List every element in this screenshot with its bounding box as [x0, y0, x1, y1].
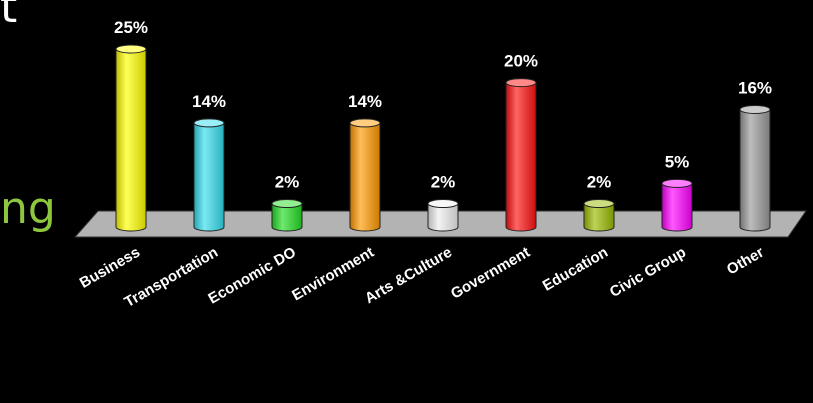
- bar-business: [115, 44, 147, 232]
- data-labels-group: 25% 14% 2% 14% 2% 20% 2% 5% 16%: [114, 18, 772, 192]
- category-label: Education: [540, 244, 611, 295]
- bar-government: [505, 78, 537, 232]
- category-label: Arts &Culture: [362, 244, 455, 307]
- bar-transportation: [193, 118, 225, 232]
- bar-civic-group: [661, 178, 693, 232]
- category-label: Business: [77, 244, 143, 292]
- slide-subtitle-fragment: ng: [0, 183, 56, 234]
- data-label: 2%: [275, 173, 300, 192]
- data-label: 25%: [114, 18, 148, 37]
- slide-title-fragment: t: [0, 0, 18, 33]
- bar-environment: [349, 118, 381, 232]
- category-label: Government: [448, 244, 533, 303]
- data-label: 16%: [738, 78, 772, 97]
- data-label: 5%: [665, 152, 690, 171]
- category-label: Civic Group: [607, 244, 689, 301]
- bar-education: [583, 199, 615, 232]
- data-label: 2%: [587, 173, 612, 192]
- category-label: Economic DO: [205, 244, 299, 308]
- data-label: 14%: [348, 92, 382, 111]
- category-label: Other: [724, 244, 767, 279]
- bars-group: [115, 44, 771, 232]
- bar-arts-culture: [427, 199, 459, 232]
- bar-other: [739, 104, 771, 232]
- data-label: 14%: [192, 92, 226, 111]
- data-label: 20%: [504, 52, 538, 71]
- data-label: 2%: [431, 173, 456, 192]
- bar-economic-do: [271, 199, 303, 232]
